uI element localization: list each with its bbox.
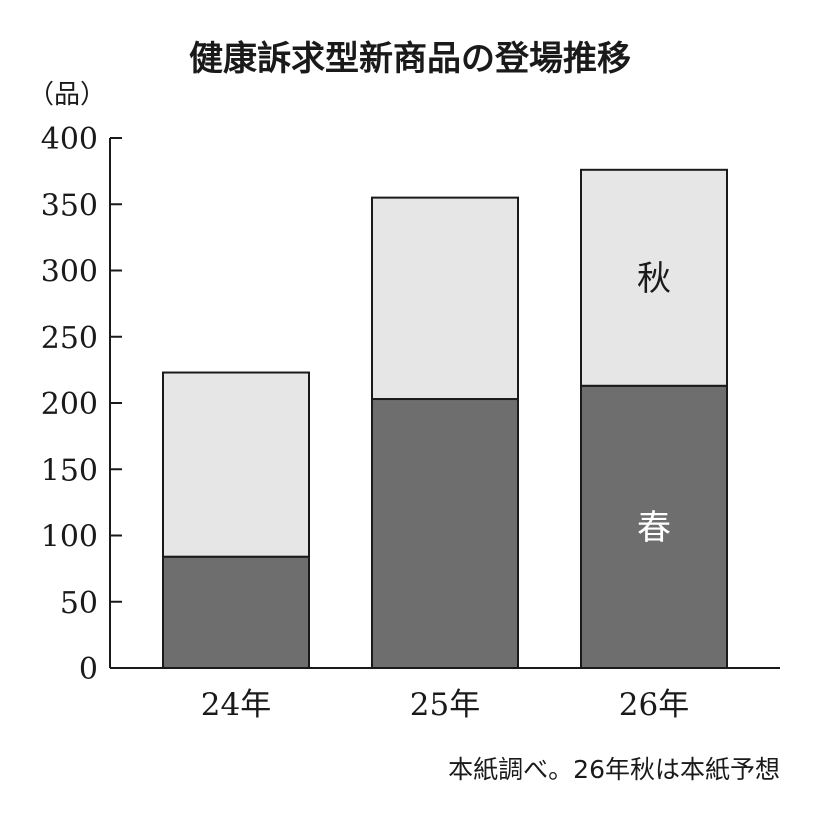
series-label-autumn: 秋 xyxy=(637,259,671,299)
bar-segment-spring-1 xyxy=(162,555,310,670)
y-axis-ticks: 0 50 100 150 200 250 300 350 400 xyxy=(41,122,122,687)
bar-segment-autumn-3 xyxy=(580,168,728,387)
chart-title: 健康訴求型新商品の登場推移 xyxy=(189,39,631,79)
series-labels: 春秋 xyxy=(637,259,671,548)
y-tick-label: 200 xyxy=(41,387,98,422)
y-axis-unit-label: （品） xyxy=(28,80,106,110)
x-tick-label: 25年 xyxy=(410,687,480,723)
series-label-spring: 春 xyxy=(637,508,671,548)
bar-segment-autumn-2 xyxy=(371,196,519,401)
y-tick-label: 0 xyxy=(79,652,98,687)
bar-segment-spring-3 xyxy=(580,384,728,669)
y-tick-label: 150 xyxy=(41,453,98,488)
bar-segment-spring-2 xyxy=(371,398,519,669)
y-tick-label: 350 xyxy=(41,188,98,223)
y-tick-label: 300 xyxy=(41,255,98,290)
bar-segment-autumn-1 xyxy=(162,371,310,558)
bars-layer xyxy=(162,168,728,670)
x-axis-labels: 24年 25年 26年 xyxy=(201,687,689,723)
y-tick-label: 250 xyxy=(41,321,98,356)
y-tick-label: 400 xyxy=(41,122,98,157)
y-tick-label: 50 xyxy=(60,586,98,621)
y-tick-label: 100 xyxy=(41,520,98,555)
x-tick-label: 24年 xyxy=(201,687,271,723)
x-tick-label: 26年 xyxy=(619,687,689,723)
source-note: 本紙調べ。26年秋は本紙予想 xyxy=(448,755,780,784)
